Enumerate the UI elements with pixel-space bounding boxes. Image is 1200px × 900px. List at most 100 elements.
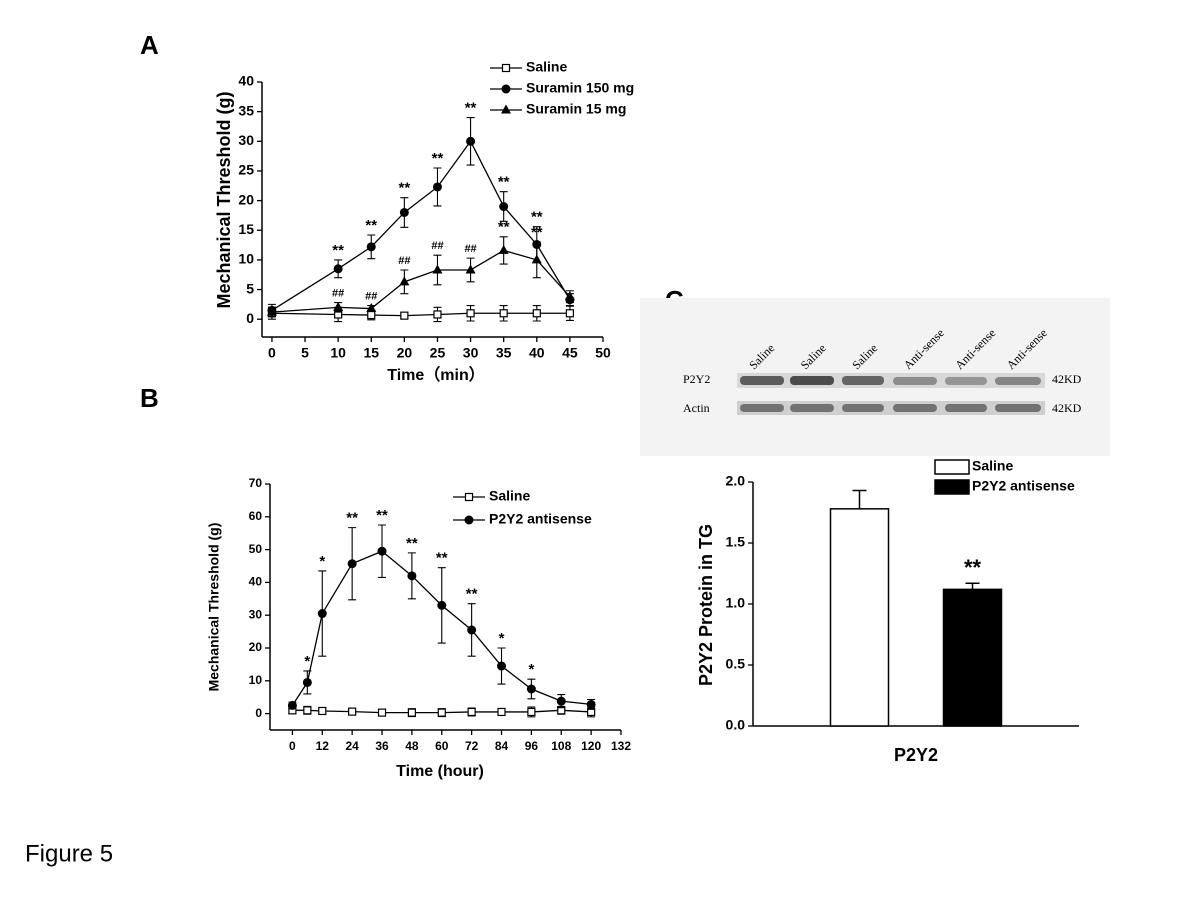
- significance-label: ##: [332, 288, 344, 300]
- y-tick-label: 25: [238, 162, 254, 178]
- significance-label: **: [399, 180, 411, 197]
- x-tick-label: 108: [551, 739, 571, 753]
- x-tick-label: 36: [375, 739, 389, 753]
- legend-marker: [501, 84, 511, 94]
- significance-label: **: [531, 209, 543, 226]
- x-tick-label: 40: [529, 345, 545, 361]
- blot-size-label: 42KD: [1052, 401, 1082, 415]
- x-tick-label: 35: [496, 345, 512, 361]
- legend-swatch: [934, 459, 970, 475]
- marker: [399, 276, 410, 286]
- blot-band: [790, 376, 834, 385]
- marker: [367, 310, 376, 320]
- significance-label: **: [332, 242, 344, 259]
- marker: [377, 546, 387, 556]
- legend-label: P2Y2 antisense: [972, 478, 1075, 494]
- marker: [400, 311, 409, 320]
- legend-marker: [501, 63, 511, 73]
- x-tick-label: 84: [495, 739, 509, 753]
- significance-label: **: [406, 535, 418, 552]
- marker: [526, 684, 536, 694]
- y-tick-label: 1.0: [726, 595, 746, 611]
- bar: [829, 508, 890, 727]
- legend-swatch: [934, 479, 970, 495]
- marker: [527, 707, 536, 717]
- marker: [467, 625, 477, 635]
- series-line: [271, 140, 571, 311]
- marker: [348, 707, 357, 716]
- x-tick-label: P2Y2: [894, 745, 938, 765]
- y-tick-label: 0: [255, 706, 262, 720]
- error-bar: [852, 489, 867, 509]
- marker: [432, 182, 442, 192]
- figure-label: Figure 5: [25, 840, 113, 867]
- x-axis-label: Time (hour): [396, 763, 484, 780]
- x-tick-label: 45: [562, 345, 578, 361]
- y-tick-label: 50: [249, 542, 263, 556]
- chart: 0.0 0.5 1.0 1.5 2.0 P2Y2 Protein in TG P2Y2 ** S…: [696, 458, 1079, 765]
- x-tick-label: 60: [435, 739, 449, 753]
- series-line: [291, 550, 592, 706]
- x-tick-label: 72: [465, 739, 479, 753]
- legend-label: Suramin 150 mg: [526, 80, 634, 96]
- x-tick-label: 96: [525, 739, 539, 753]
- marker: [497, 707, 506, 717]
- significance-label: **: [346, 510, 358, 527]
- marker: [531, 254, 542, 264]
- x-tick-label: 50: [595, 345, 611, 361]
- y-tick-label: 70: [249, 476, 263, 490]
- y-tick-label: 0: [246, 310, 254, 326]
- significance-label: **: [365, 217, 377, 234]
- significance-label: **: [964, 555, 982, 580]
- panel-label: B: [140, 383, 159, 413]
- y-tick-label: 20: [238, 191, 254, 207]
- marker: [407, 571, 417, 581]
- series-line: [271, 249, 571, 313]
- legend-label: Saline: [526, 59, 567, 75]
- y-tick-label: 2.0: [726, 473, 746, 489]
- x-tick-label: 10: [330, 345, 346, 361]
- significance-label: *: [499, 630, 505, 647]
- legend-label: Suramin 15 mg: [526, 101, 626, 117]
- y-tick-label: 60: [249, 509, 263, 523]
- marker: [437, 600, 447, 610]
- y-tick-label: 0.0: [726, 717, 746, 733]
- blot-band: [842, 404, 884, 412]
- chart: 0 5 10 15 20 25 30 35 40 0 5 10 15 20 25 30 35 40 45 50 Time…: [214, 59, 634, 385]
- x-tick-label: 132: [611, 739, 631, 753]
- bar: [942, 588, 1003, 727]
- blot-band: [945, 377, 987, 385]
- significance-label: *: [528, 661, 534, 678]
- marker: [266, 306, 277, 316]
- x-axis-label: Time（min）: [387, 366, 485, 384]
- significance-label: **: [466, 586, 478, 603]
- x-tick-label: 12: [316, 739, 330, 753]
- significance-label: *: [304, 653, 310, 670]
- legend-marker: [464, 515, 474, 525]
- marker: [303, 706, 312, 715]
- y-tick-label: 30: [249, 607, 263, 621]
- legend-marker: [501, 104, 511, 114]
- legend-marker: [464, 492, 474, 502]
- y-tick-label: 10: [249, 673, 263, 687]
- marker: [498, 244, 509, 254]
- y-tick-label: 10: [238, 251, 254, 267]
- significance-label: **: [531, 224, 543, 241]
- western-blot: P2Y2 Actin 42KD 42KD: [640, 298, 1110, 456]
- y-axis-label: Mechanical Threshold (g): [206, 523, 222, 692]
- marker: [556, 696, 566, 706]
- marker: [377, 708, 387, 717]
- y-tick-label: 1.5: [726, 534, 746, 550]
- marker: [347, 559, 357, 569]
- marker: [302, 677, 312, 687]
- blot-row-label: Actin: [683, 401, 710, 415]
- marker: [333, 301, 344, 311]
- marker: [467, 707, 476, 717]
- error-bar: [965, 582, 980, 590]
- marker: [407, 708, 416, 717]
- marker: [497, 661, 507, 671]
- blot-band: [893, 404, 937, 412]
- legend-label: Saline: [972, 458, 1013, 474]
- legend-label: Saline: [489, 488, 530, 504]
